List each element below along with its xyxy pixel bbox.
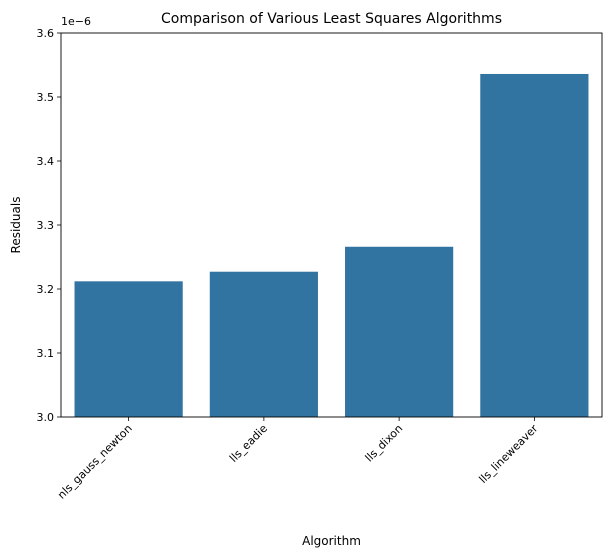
y-axis-label: Residuals [9,197,23,254]
x-tick-label: nls_gauss_newton [55,422,135,502]
bar-lls_dixon [345,246,454,417]
x-axis-label: Algorithm [302,534,361,548]
chart-title: Comparison of Various Least Squares Algo… [161,11,502,27]
y-tick-label: 3.0 [37,411,55,424]
y-tick-label: 3.5 [37,91,55,104]
bars-group [74,73,589,418]
bar-lls_eadie [209,271,318,417]
y-axis-ticks: 3.0 3.1 3.2 3.3 3.4 3.5 3.6 [37,27,61,424]
y-tick-label: 3.4 [37,155,55,168]
x-tick-label: lls_dixon [363,422,406,465]
x-tick-label: lls_lineweaver [477,422,541,486]
bar-lls_lineweaver [480,73,589,418]
y-tick-label: 3.6 [37,27,55,40]
y-tick-label: 3.2 [37,283,55,296]
x-tick-label: lls_eadie [227,422,270,465]
x-axis-ticks: nls_gauss_newton lls_eadie lls_dixon lls_li… [55,417,541,502]
bar-nls_gauss_newton [74,281,183,417]
y-tick-label: 3.3 [37,219,55,232]
y-axis-offset-label: 1e−6 [61,15,91,28]
plot-frame [60,32,603,418]
y-tick-label: 3.1 [37,347,55,360]
